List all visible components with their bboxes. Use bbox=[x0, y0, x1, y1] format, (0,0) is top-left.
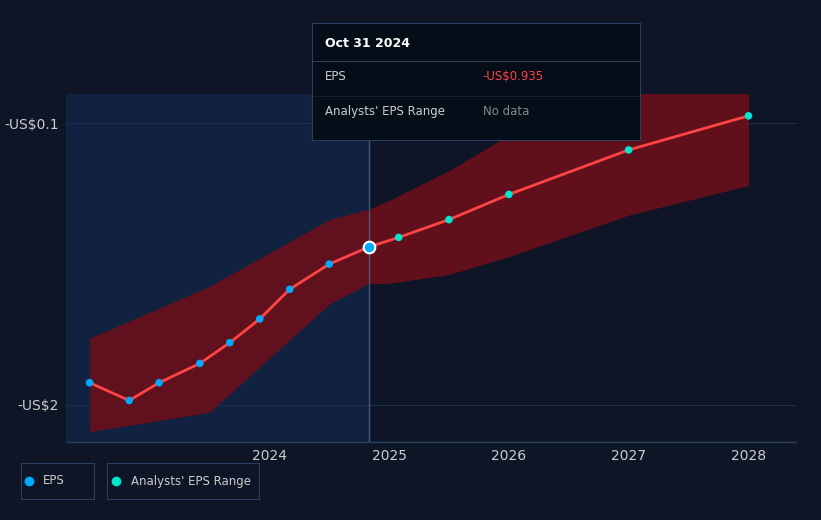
Point bbox=[622, 146, 635, 154]
Bar bbox=[66, 94, 369, 442]
Text: Oct 31 2024: Oct 31 2024 bbox=[325, 37, 410, 50]
Point bbox=[443, 215, 456, 224]
Point bbox=[392, 233, 406, 242]
Text: Analysts Forecasts: Analysts Forecasts bbox=[374, 97, 491, 110]
Point bbox=[253, 315, 266, 323]
Point bbox=[323, 260, 336, 268]
Point bbox=[153, 379, 166, 387]
Point bbox=[193, 359, 206, 368]
Text: EPS: EPS bbox=[43, 474, 64, 488]
Point bbox=[742, 112, 755, 120]
Text: Actual: Actual bbox=[323, 97, 363, 110]
Text: -US$0.935: -US$0.935 bbox=[483, 70, 544, 83]
Point bbox=[122, 396, 135, 405]
Point bbox=[283, 285, 296, 293]
Text: Analysts' EPS Range: Analysts' EPS Range bbox=[325, 105, 445, 118]
Point bbox=[362, 243, 375, 251]
Text: Analysts' EPS Range: Analysts' EPS Range bbox=[131, 474, 251, 488]
Point bbox=[502, 190, 516, 199]
Text: No data: No data bbox=[483, 105, 529, 118]
Point bbox=[83, 379, 96, 387]
Text: EPS: EPS bbox=[325, 70, 346, 83]
Point bbox=[223, 339, 236, 347]
